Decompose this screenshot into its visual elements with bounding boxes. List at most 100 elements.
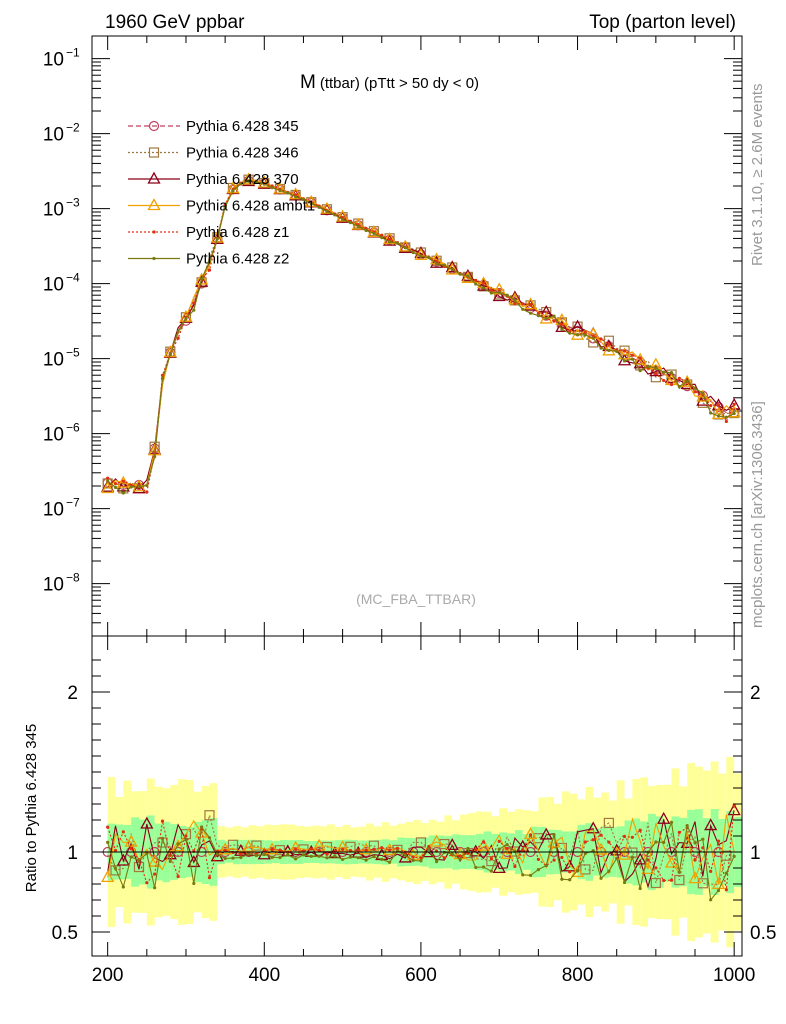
ratio-point: [148, 854, 162, 867]
main-y-tick-label: 10: [43, 425, 64, 446]
data-point: [481, 281, 486, 285]
data-point: [414, 247, 428, 260]
ratio-point: [380, 846, 384, 850]
legend-entry: Pythia 6.428 346: [128, 145, 299, 162]
data-point: [367, 225, 381, 238]
ratio-point: [458, 857, 462, 861]
data-point: [680, 374, 694, 387]
ratio-point: [153, 872, 157, 876]
ratio-point: [701, 837, 705, 841]
ratio-point: [709, 869, 713, 873]
analysis-watermark: (MC_FBA_TTBAR): [356, 591, 476, 607]
ratio-point: [646, 858, 650, 862]
data-point: [320, 201, 334, 214]
data-point: [630, 353, 634, 357]
data-point: [709, 411, 713, 415]
data-point: [536, 311, 540, 315]
main-y-tick-exponent: −8: [66, 571, 80, 585]
data-point: [168, 353, 172, 357]
ratio-point: [231, 856, 235, 860]
main-y-tick-label: 10: [43, 200, 64, 221]
ratio-point: [121, 885, 125, 889]
data-point: [286, 191, 290, 195]
ratio-point: [113, 866, 118, 870]
data-point: [270, 186, 274, 190]
ratio-point: [466, 851, 470, 855]
ratio-point: [254, 853, 259, 858]
data-point: [521, 307, 525, 311]
ratio-point: [615, 856, 619, 860]
ratio-point: [727, 803, 741, 816]
data-point: [693, 390, 697, 394]
ratio-point: [251, 840, 262, 851]
series-2: [102, 174, 740, 494]
data-point: [696, 389, 710, 402]
ratio-point: [724, 871, 728, 875]
data-point: [630, 357, 634, 361]
ratio-y-tick-label-right: 2: [750, 683, 761, 704]
data-point: [633, 352, 647, 365]
ratio-point: [171, 839, 185, 852]
ratio-plot-frame: [91, 635, 743, 957]
ratio-point: [669, 820, 674, 824]
ratio-point: [607, 840, 611, 844]
data-point: [732, 402, 736, 406]
data-point: [210, 232, 224, 245]
legend-marker: [152, 256, 156, 261]
data-point: [132, 481, 146, 494]
ratio-point: [333, 854, 337, 858]
ratio-point: [544, 863, 548, 868]
mcplots-label: mcplots.cern.ch [arXiv:1306.3436]: [749, 401, 766, 628]
ratio-point: [195, 825, 209, 838]
ratio-point: [654, 866, 658, 870]
main-y-tick-exponent: −2: [66, 121, 80, 135]
ratio-point: [419, 859, 423, 863]
data-point: [348, 221, 353, 225]
data-point: [223, 205, 227, 209]
data-point: [239, 182, 243, 186]
data-point: [536, 314, 540, 318]
ratio-point: [594, 842, 608, 855]
data-point: [528, 311, 533, 315]
ratio-point: [309, 847, 313, 851]
data-point: [145, 490, 149, 494]
ratio-point: [129, 847, 133, 851]
x-tick-label: 800: [562, 965, 594, 986]
data-point: [278, 188, 282, 193]
ratio-series-6: [106, 820, 736, 902]
ratio-point: [333, 849, 337, 854]
data-point: [591, 336, 595, 340]
ratio-point: [270, 855, 274, 859]
legend-entry: Pythia 6.428 ambt1: [128, 198, 315, 215]
legend-marker: [148, 147, 160, 158]
data-point: [693, 386, 697, 390]
legend-entry: Pythia 6.428 370: [128, 171, 299, 188]
ratio-point: [270, 847, 274, 852]
ratio-point: [145, 852, 149, 856]
data-point: [662, 370, 666, 374]
ratio-point: [223, 856, 227, 861]
data-point: [552, 319, 556, 323]
ratio-point: [552, 858, 556, 862]
ratio-point: [560, 877, 564, 881]
legend-marker: [147, 171, 161, 184]
data-point: [677, 376, 681, 380]
ratio-point: [505, 843, 509, 847]
data-point: [129, 485, 133, 489]
data-point: [466, 274, 470, 278]
ratio-point: [223, 848, 227, 852]
ratio-point: [704, 818, 718, 831]
data-point: [101, 481, 115, 494]
ratio-point: [176, 874, 180, 879]
ratio-point: [317, 848, 321, 852]
data-point: [380, 236, 384, 240]
ratio-point: [341, 857, 345, 862]
data-point: [113, 485, 118, 490]
data-point: [489, 288, 493, 292]
ratio-point: [278, 855, 282, 860]
ratio-point: [153, 886, 157, 890]
ratio-point: [227, 839, 239, 850]
data-point: [570, 319, 585, 332]
data-point: [207, 268, 212, 272]
